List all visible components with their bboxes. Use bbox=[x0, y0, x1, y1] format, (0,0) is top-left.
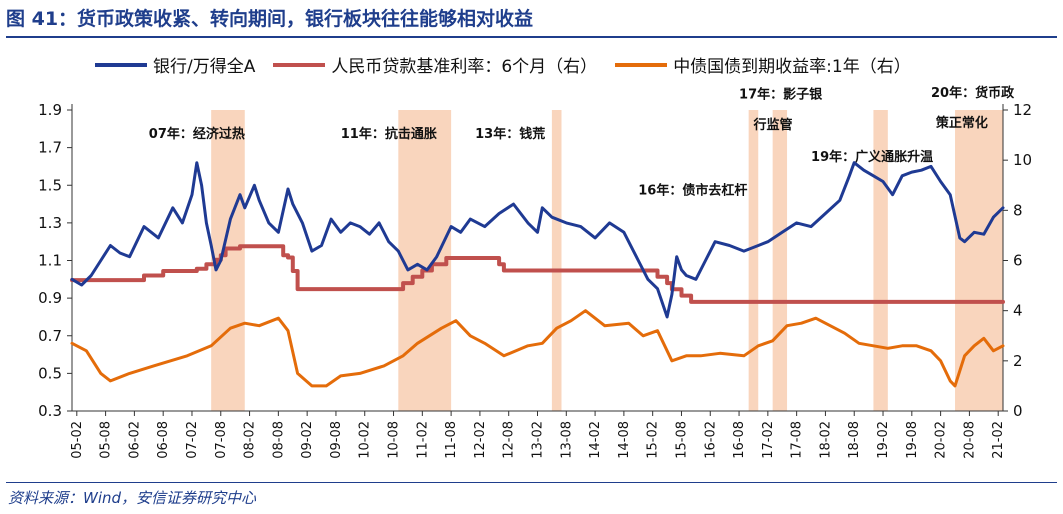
annotation-0: 07年：经济过热 bbox=[149, 126, 245, 142]
legend-swatch-bank-ratio bbox=[95, 62, 147, 67]
x-tick-label-16: 13-02 bbox=[531, 421, 546, 459]
y-right-tick-label-2: 4 bbox=[1013, 302, 1023, 320]
shaded-period-2 bbox=[551, 110, 562, 411]
annotation-3: 16年：债市去杠杆 bbox=[638, 183, 747, 199]
y-left-tick-label-1: 0.5 bbox=[38, 364, 62, 382]
x-tick-label-25: 17-08 bbox=[790, 421, 805, 459]
x-tick-label-12: 11-02 bbox=[415, 421, 430, 459]
x-tick-label-13: 11-08 bbox=[444, 421, 459, 459]
x-tick-label-0: 05-02 bbox=[70, 421, 85, 459]
legend-swatch-loan-rate bbox=[273, 62, 326, 67]
y-right-tick-label-3: 6 bbox=[1013, 252, 1023, 270]
title-divider bbox=[6, 36, 1057, 38]
x-tick-label-24: 17-02 bbox=[761, 421, 776, 459]
x-tick-label-26: 18-02 bbox=[818, 421, 833, 459]
y-left-tick-label-4: 1.1 bbox=[38, 252, 62, 270]
x-tick-label-18: 14-02 bbox=[588, 421, 603, 459]
x-tick-label-10: 10-02 bbox=[358, 421, 373, 459]
y-right-tick-label-1: 2 bbox=[1013, 352, 1023, 370]
x-tick-label-9: 09-08 bbox=[329, 421, 344, 459]
x-tick-label-14: 12-02 bbox=[473, 421, 488, 459]
shaded-period-3 bbox=[748, 110, 759, 411]
y-left-tick-label-3: 0.9 bbox=[38, 289, 62, 307]
legend-label-bank-ratio: 银行/万得全A bbox=[153, 57, 256, 77]
x-tick-label-28: 19-02 bbox=[876, 421, 891, 459]
y-left-tick-label-5: 1.3 bbox=[38, 214, 62, 232]
x-tick-label-6: 08-02 bbox=[243, 421, 258, 459]
source-note: 资料来源：Wind，安信证券研究中心 bbox=[8, 489, 257, 507]
series-line-0 bbox=[70, 161, 1005, 319]
x-tick-label-22: 16-02 bbox=[703, 421, 718, 459]
x-tick-label-1: 05-08 bbox=[99, 421, 114, 459]
annotation-1: 11年：抗击通胀 bbox=[341, 126, 437, 142]
annotation-7: 20年：货币政 bbox=[931, 85, 1015, 101]
x-tick-label-5: 07-08 bbox=[214, 421, 229, 459]
x-tick-label-15: 12-08 bbox=[502, 421, 517, 459]
annotation-5: 行监管 bbox=[752, 117, 792, 133]
y-left-tick-label-0: 0.3 bbox=[38, 402, 62, 420]
legend-label-bond-yield: 中债国债到期收益率:1年（右） bbox=[673, 57, 911, 77]
series-lines bbox=[70, 161, 1005, 388]
legend-item-bond-yield: 中债国债到期收益率:1年（右） bbox=[615, 52, 911, 77]
x-tick-label-19: 14-08 bbox=[617, 421, 632, 459]
series-line-2 bbox=[70, 309, 1005, 388]
y-right-tick-label-4: 8 bbox=[1013, 201, 1023, 219]
annotations: 07年：经济过热 11年：抗击通胀 13年：钱荒 16年：债市去杠杆 17年：影子银行监… bbox=[149, 85, 1015, 199]
shaded-periods bbox=[211, 110, 1003, 411]
shaded-period-4 bbox=[772, 110, 788, 411]
x-tick-label-7: 08-08 bbox=[271, 421, 286, 459]
x-tick-label-29: 19-08 bbox=[905, 421, 920, 459]
x-tick-label-32: 21-02 bbox=[991, 421, 1006, 459]
axes: 0.3 0.5 0.7 0.9 1.1 1.3 1.5 1.7 1.9 0 2 4 6 8 10 12 05-0… bbox=[38, 101, 1032, 459]
legend-label-loan-rate: 人民币贷款基准利率：6个月（右） bbox=[331, 57, 598, 77]
x-tick-label-23: 16-08 bbox=[732, 421, 747, 459]
annotation-6: 19年：广义通胀升温 bbox=[811, 149, 933, 165]
legend-item-loan-rate: 人民币贷款基准利率：6个月（右） bbox=[273, 52, 597, 77]
legend-item-bank-ratio: 银行/万得全A bbox=[95, 52, 255, 77]
annotation-2: 13年：钱荒 bbox=[475, 126, 545, 142]
x-tick-label-11: 10-08 bbox=[387, 421, 402, 459]
y-right-tick-label-5: 10 bbox=[1013, 151, 1032, 169]
y-left-tick-label-7: 1.7 bbox=[38, 139, 62, 157]
y-right-tick-label-0: 0 bbox=[1013, 402, 1023, 420]
x-tick-label-8: 09-02 bbox=[300, 421, 315, 459]
x-tick-label-21: 15-08 bbox=[674, 421, 689, 459]
x-tick-label-17: 13-08 bbox=[559, 421, 574, 459]
y-left-tick-label-8: 1.9 bbox=[38, 101, 62, 119]
y-left-tick-label-2: 0.7 bbox=[38, 327, 62, 345]
chart-title: 图 41：货币政策收紧、转向期间，银行板块往往能够相对收益 bbox=[6, 8, 534, 30]
x-tick-label-4: 07-02 bbox=[185, 421, 200, 459]
legend: 银行/万得全A 人民币贷款基准利率：6个月（右） 中债国债到期收益率:1年（右） bbox=[95, 52, 911, 77]
annotation-4: 17年：影子银 bbox=[739, 87, 823, 103]
x-tick-label-30: 20-02 bbox=[934, 421, 949, 459]
shaded-period-1 bbox=[398, 110, 452, 411]
x-tick-label-2: 06-02 bbox=[127, 421, 142, 459]
series-line-1 bbox=[70, 244, 1005, 304]
annotation-8: 策正常化 bbox=[936, 115, 988, 131]
y-left-tick-label-6: 1.5 bbox=[38, 176, 62, 194]
x-tick-label-27: 18-08 bbox=[847, 421, 862, 459]
source-divider bbox=[6, 482, 1057, 483]
chart-canvas: 0.3 0.5 0.7 0.9 1.1 1.3 1.5 1.7 1.9 0 2 4 6 8 10 12 05-0… bbox=[38, 85, 1032, 459]
x-tick-label-3: 06-08 bbox=[156, 421, 171, 459]
legend-swatch-bond-yield bbox=[615, 62, 668, 67]
x-tick-label-20: 15-02 bbox=[646, 421, 661, 459]
x-tick-label-31: 20-08 bbox=[962, 421, 977, 459]
y-right-tick-label-6: 12 bbox=[1013, 101, 1032, 119]
